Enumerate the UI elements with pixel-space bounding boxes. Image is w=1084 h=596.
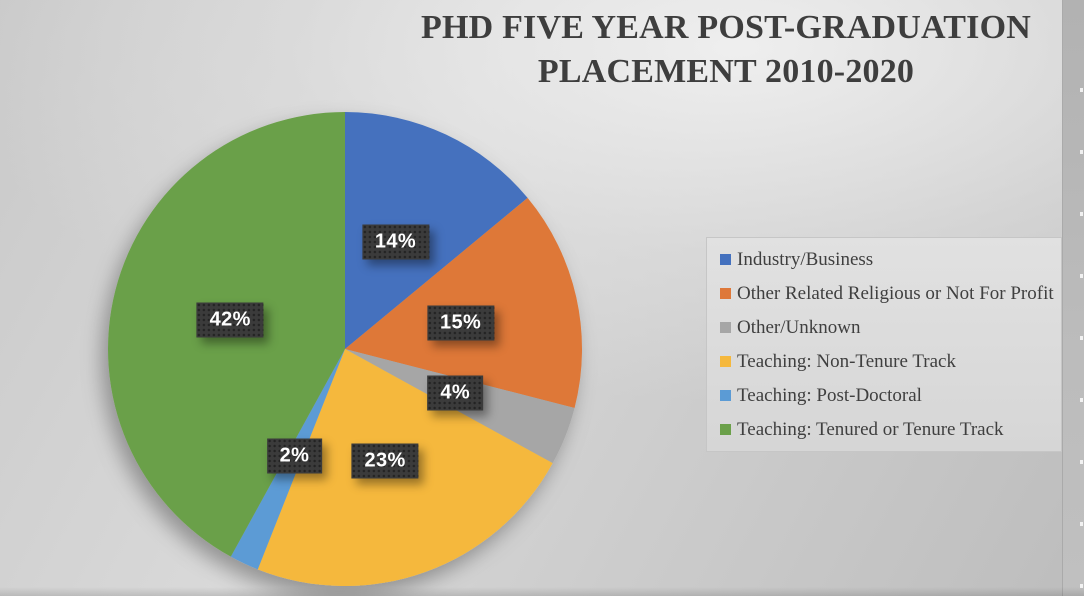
legend-swatch-icon [720,254,731,265]
chart-title-line2: PLACEMENT 2010-2020 [537,53,915,90]
pie-data-label-industry-business: 14% [361,224,430,260]
legend-item-label: Teaching: Post-Doctoral [737,384,922,406]
legend-items: Industry/Business Other Related Religious… [720,243,1061,447]
pie-slice-other-related-religious-or-not-for-profit[interactable] [345,197,582,408]
legend-item-other-unknown[interactable]: Other/Unknown [720,311,1061,345]
legend-swatch-icon [720,356,731,367]
legend-item-label: Other/Unknown [737,316,861,338]
pie-data-label-teaching-post-doctoral: 2% [266,438,323,474]
legend-item-label: Teaching: Tenured or Tenure Track [737,418,1004,440]
pie-data-label-other-unknown: 4% [427,375,484,411]
legend-item-industry-business[interactable]: Industry/Business [720,243,1061,277]
window-edge-ticks [1080,30,1083,590]
legend-item-other-related-religious-or-not-for-profit[interactable]: Other Related Religious or Not For Profi… [720,277,1061,311]
chart-legend: Industry/Business Other Related Religious… [706,237,1062,452]
window-right-edge [1062,0,1084,596]
pie-data-label-teaching-non-tenure-track: 23% [351,443,419,478]
pie-data-label-other-related-religious-or-not-for-profit: 15% [426,305,495,341]
legend-item-teaching-non-tenure-track[interactable]: Teaching: Non-Tenure Track [720,345,1061,379]
chart-title-line1: PHD FIVE YEAR POST-GRADUATION [421,9,1031,46]
legend-item-label: Teaching: Non-Tenure Track [737,350,956,372]
legend-swatch-icon [720,424,731,435]
legend-item-teaching-post-doctoral[interactable]: Teaching: Post-Doctoral [720,379,1061,413]
legend-item-teaching-tenured-or-tenure-track[interactable]: Teaching: Tenured or Tenure Track [720,413,1061,447]
pie-slice-industry-business[interactable] [345,112,528,349]
legend-swatch-icon [720,288,731,299]
legend-swatch-icon [720,390,731,401]
pie-data-label-teaching-tenured-or-tenure-track: 42% [196,302,264,337]
legend-item-label: Other Related Religious or Not For Profi… [737,282,1054,304]
chart-title: PHD FIVE YEAR POST-GRADUATION PLACEMENT … [382,6,1070,94]
legend-swatch-icon [720,322,731,333]
legend-item-label: Industry/Business [737,248,874,270]
bottom-edge-shade [0,587,1084,596]
